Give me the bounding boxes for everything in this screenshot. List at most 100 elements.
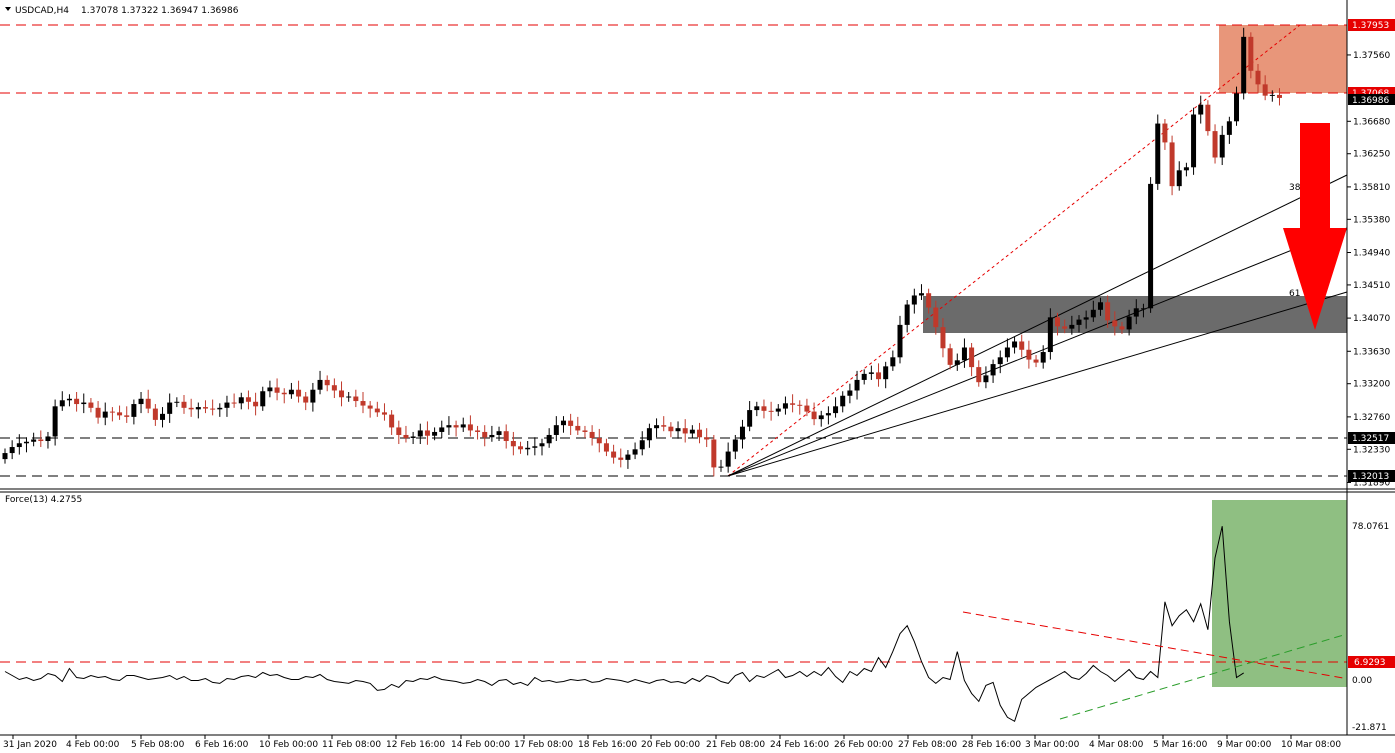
- force-tick-max: 78.0761: [1352, 522, 1389, 532]
- candle-body: [245, 397, 251, 402]
- tag-1-36986: 1.36986: [1352, 96, 1389, 106]
- candle-body: [969, 347, 975, 368]
- candle-body: [339, 390, 345, 398]
- candle-body: [940, 327, 946, 349]
- candle-body: [868, 372, 874, 374]
- candle-body: [195, 407, 201, 410]
- candle-body: [525, 447, 531, 450]
- force-tag: 6.9293: [1354, 658, 1386, 668]
- candle-body: [596, 437, 602, 444]
- candle-body: [238, 397, 244, 404]
- candle-body: [331, 385, 337, 391]
- candle-body: [1226, 121, 1232, 135]
- time-tick-label: 6 Feb 16:00: [195, 740, 249, 750]
- price-tick-label: 1.35810: [1353, 183, 1390, 193]
- fib-label-61: 61: [1289, 289, 1300, 299]
- candle-body: [102, 411, 108, 418]
- price-tick-label: 1.34940: [1353, 249, 1390, 259]
- candle-body: [174, 401, 180, 403]
- candle-body: [589, 431, 595, 438]
- candle-body: [625, 454, 631, 460]
- time-tick-label: 26 Feb 00:00: [834, 740, 893, 750]
- price-tick-label: 1.33630: [1353, 347, 1390, 357]
- candle-body: [1255, 70, 1261, 85]
- candle-body: [1026, 349, 1032, 360]
- candle-body: [1269, 94, 1275, 96]
- candle-body: [460, 424, 466, 428]
- tag-bg-1-32013: [1348, 470, 1395, 482]
- candle-body: [568, 420, 574, 426]
- candle-body: [274, 387, 280, 393]
- candle-body: [675, 428, 681, 432]
- candle-body: [288, 389, 294, 395]
- symbol-dropdown-icon[interactable]: [5, 7, 11, 11]
- candle-body: [804, 405, 810, 412]
- candle-body: [489, 434, 495, 438]
- candle-body: [231, 402, 237, 404]
- candle-body: [818, 415, 824, 420]
- candle-body: [2, 453, 8, 460]
- candle-body: [389, 414, 395, 428]
- candle-body: [997, 357, 1003, 365]
- candle-body: [933, 307, 939, 328]
- candle-body: [138, 398, 144, 405]
- candle-body: [1076, 319, 1082, 325]
- candle-body: [976, 367, 982, 383]
- candle-body: [1033, 359, 1039, 363]
- candle-body: [990, 364, 996, 376]
- candle-body: [510, 441, 516, 447]
- candle-body: [1069, 324, 1075, 329]
- candle-body: [775, 408, 781, 412]
- time-tick-label: 11 Feb 08:00: [322, 740, 381, 750]
- candle-body: [904, 304, 910, 325]
- price-tick-label: 1.36680: [1353, 117, 1390, 127]
- time-tick-label: 9 Mar 00:00: [1217, 740, 1272, 750]
- candle-body: [432, 431, 438, 436]
- candle-body: [539, 443, 545, 447]
- tag-bg-1-36986: [1348, 94, 1395, 105]
- time-tick-label: 14 Feb 00:00: [451, 740, 510, 750]
- candle-body: [145, 398, 151, 409]
- fan-line-38: [727, 174, 1348, 477]
- price-tick-label: 1.35380: [1353, 215, 1390, 225]
- price-tick-label: 1.34070: [1353, 314, 1390, 324]
- candle-body: [954, 360, 960, 365]
- candle-body: [38, 439, 44, 442]
- candle-body: [496, 431, 502, 435]
- candle-body: [983, 375, 989, 383]
- candle-body: [926, 293, 932, 308]
- candle-body: [260, 391, 266, 407]
- tag-1-32517: 1.32517: [1352, 434, 1389, 444]
- candle-body: [1119, 326, 1125, 330]
- candle-body: [632, 449, 638, 455]
- time-tick-label: 5 Mar 16:00: [1153, 740, 1208, 750]
- candle-body: [1040, 352, 1046, 363]
- symbol-label[interactable]: USDCAD,H4: [15, 6, 69, 16]
- time-tick-label: 3 Mar 00:00: [1025, 740, 1080, 750]
- time-tick-label: 17 Feb 08:00: [514, 740, 573, 750]
- candle-body: [296, 389, 302, 397]
- candle-body: [1083, 317, 1089, 320]
- time-tick-label: 31 Jan 2020: [3, 740, 57, 750]
- candle-body: [1105, 302, 1111, 321]
- resistance-zone: [1219, 25, 1347, 93]
- candle-body: [202, 407, 208, 409]
- candle-body: [961, 347, 967, 361]
- candle-body: [1248, 36, 1254, 71]
- candle-body: [1191, 114, 1197, 168]
- candle-body: [754, 406, 760, 411]
- candle-body: [217, 407, 223, 410]
- time-tick-label: 24 Feb 16:00: [770, 740, 829, 750]
- force-layer: [4, 526, 1348, 723]
- candle-body: [1262, 84, 1268, 96]
- fan-line-61: [727, 291, 1348, 477]
- price-tick-label: 1.34510: [1353, 281, 1390, 291]
- time-tick-label: 18 Feb 16:00: [578, 740, 637, 750]
- candle-body: [761, 406, 767, 411]
- candle-body: [532, 446, 538, 448]
- candle-body: [210, 408, 216, 410]
- candle-body: [1234, 93, 1240, 122]
- candle-body: [467, 424, 473, 431]
- force-axis: 78.0761 0.00 -21.871 6.9293: [1348, 522, 1395, 733]
- candle-body: [131, 404, 137, 417]
